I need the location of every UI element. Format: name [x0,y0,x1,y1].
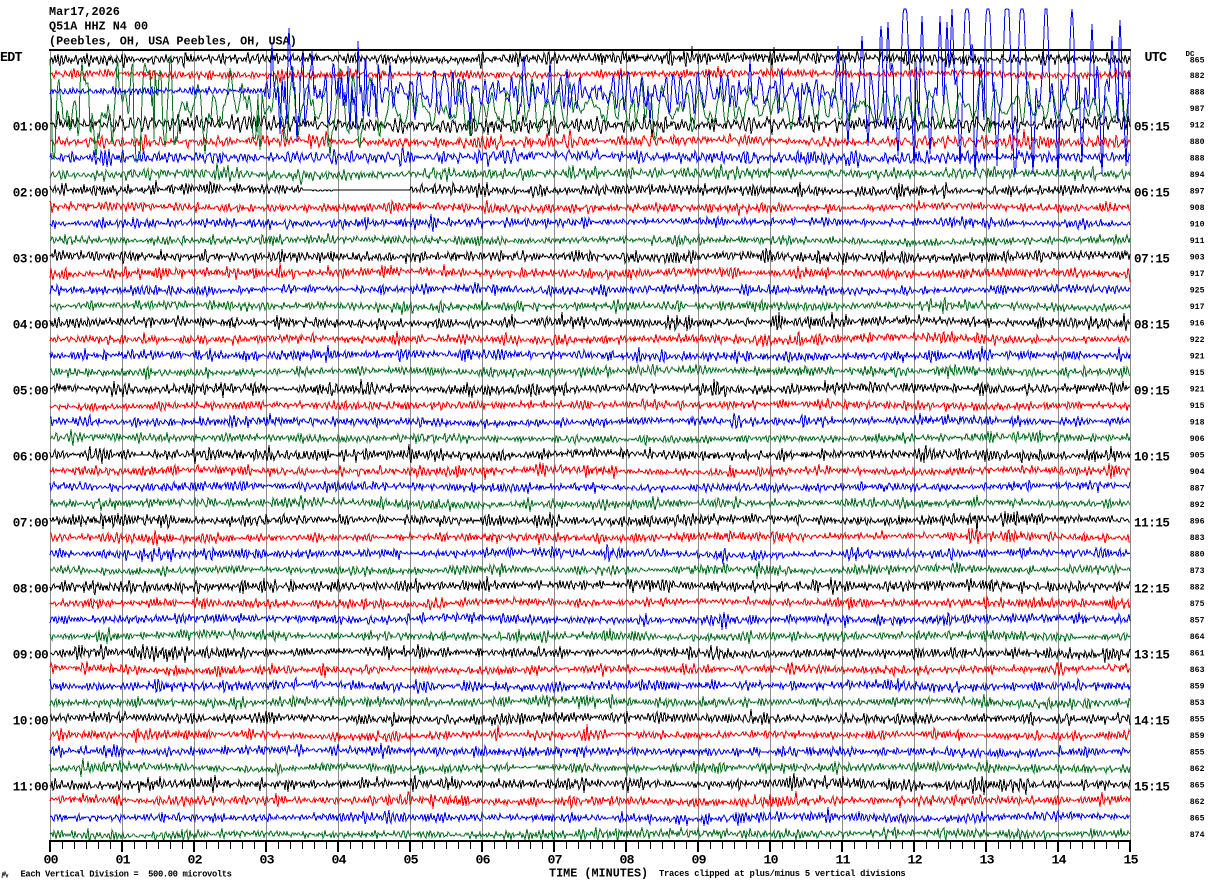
svg-text:855: 855 [1190,716,1205,725]
svg-text:12: 12 [907,852,922,867]
svg-text:915: 915 [1190,369,1205,378]
svg-text:07: 07 [547,852,562,867]
svg-text:15:15: 15:15 [1134,780,1170,794]
svg-text:917: 917 [1190,270,1205,279]
svg-text:857: 857 [1190,617,1205,626]
svg-text:865: 865 [1190,782,1205,791]
svg-text:02:00: 02:00 [13,186,49,200]
svg-text:853: 853 [1190,699,1205,708]
svg-text:TIME (MINUTES): TIME (MINUTES) [549,867,648,881]
svg-text:Traces clipped at plus/minus 5: Traces clipped at plus/minus 5 vertical … [659,869,905,879]
svg-text:11:15: 11:15 [1134,516,1170,530]
svg-text:14:15: 14:15 [1134,714,1170,728]
svg-text:864: 864 [1190,633,1205,642]
svg-text:862: 862 [1190,765,1205,774]
svg-text:862: 862 [1190,798,1205,807]
svg-text:906: 906 [1190,435,1205,444]
svg-text:06: 06 [475,852,490,867]
svg-text:01: 01 [115,852,130,867]
svg-text:905: 905 [1190,452,1205,461]
svg-text:04: 04 [331,852,346,867]
svg-text:882: 882 [1190,584,1205,593]
svg-text:987: 987 [1190,105,1205,114]
svg-text:894: 894 [1190,171,1205,180]
svg-text:10:15: 10:15 [1134,450,1170,464]
svg-text:859: 859 [1190,683,1205,692]
svg-text:05:15: 05:15 [1134,120,1170,134]
svg-text:Q51A HHZ N4 00: Q51A HHZ N4 00 [49,20,148,34]
svg-text:874: 874 [1190,831,1205,840]
svg-text:02: 02 [187,852,202,867]
svg-text:897: 897 [1190,188,1205,197]
svg-text:918: 918 [1190,419,1205,428]
svg-text:13:15: 13:15 [1134,648,1170,662]
svg-text:UTC: UTC [1145,51,1167,66]
svg-text:09: 09 [691,852,706,867]
svg-text:10:00: 10:00 [13,714,49,728]
svg-text:06:00: 06:00 [13,450,49,464]
svg-text:08:15: 08:15 [1134,318,1170,332]
svg-text:917: 917 [1190,303,1205,312]
svg-text:09:00: 09:00 [13,648,49,662]
svg-text:09:15: 09:15 [1134,384,1170,398]
svg-text:EDT: EDT [0,51,22,66]
svg-text:05: 05 [403,852,418,867]
svg-text:908: 908 [1190,204,1205,213]
svg-text:04:00: 04:00 [13,318,49,332]
svg-text:Each Vertical Division = 500.: Each Vertical Division = 500.00 microvol… [21,869,232,879]
svg-text:903: 903 [1190,254,1205,263]
svg-text:880: 880 [1190,138,1205,147]
svg-text:08:00: 08:00 [13,582,49,596]
svg-text:(Peebles, OH, USA Peebles, OH,: (Peebles, OH, USA Peebles, OH, USA) [49,34,297,48]
svg-text:888: 888 [1190,89,1205,98]
svg-text:855: 855 [1190,749,1205,758]
svg-text:883: 883 [1190,534,1205,543]
svg-text:10: 10 [763,852,778,867]
svg-text:921: 921 [1190,386,1205,395]
svg-text:01:00: 01:00 [13,120,49,134]
svg-text:865: 865 [1190,815,1205,824]
svg-text:922: 922 [1190,336,1205,345]
svg-text:06:15: 06:15 [1134,186,1170,200]
svg-text:14: 14 [1051,852,1066,867]
svg-text:Mar17,2026: Mar17,2026 [49,5,120,19]
svg-text:03: 03 [259,852,274,867]
svg-text:11:00: 11:00 [13,780,49,794]
svg-text:888: 888 [1190,155,1205,164]
svg-text:07:00: 07:00 [13,516,49,530]
svg-text:08: 08 [619,852,634,867]
svg-text:12:15: 12:15 [1134,582,1170,596]
svg-text:863: 863 [1190,666,1205,675]
svg-text:865: 865 [1190,57,1205,66]
svg-text:904: 904 [1190,468,1205,477]
svg-text:916: 916 [1190,320,1205,329]
svg-text:00: 00 [43,852,58,867]
svg-text:873: 873 [1190,567,1205,576]
svg-text:882: 882 [1190,72,1205,81]
svg-text:15: 15 [1123,852,1138,867]
svg-text:875: 875 [1190,600,1205,609]
svg-text:911: 911 [1190,237,1205,246]
svg-text:880: 880 [1190,551,1205,560]
svg-text:05:00: 05:00 [13,384,49,398]
svg-text:DC: DC [1186,51,1196,59]
svg-text:11: 11 [835,852,850,867]
svg-text:910: 910 [1190,221,1205,230]
svg-text:03:00: 03:00 [13,252,49,266]
svg-text:07:15: 07:15 [1134,252,1170,266]
svg-text:859: 859 [1190,732,1205,741]
svg-text:887: 887 [1190,485,1205,494]
svg-text:921: 921 [1190,353,1205,362]
svg-text:912: 912 [1190,122,1205,131]
svg-text:13: 13 [979,852,994,867]
svg-text:896: 896 [1190,518,1205,527]
svg-text:861: 861 [1190,650,1205,659]
svg-text:892: 892 [1190,501,1205,510]
svg-text:915: 915 [1190,402,1205,411]
svg-text:925: 925 [1190,287,1205,296]
